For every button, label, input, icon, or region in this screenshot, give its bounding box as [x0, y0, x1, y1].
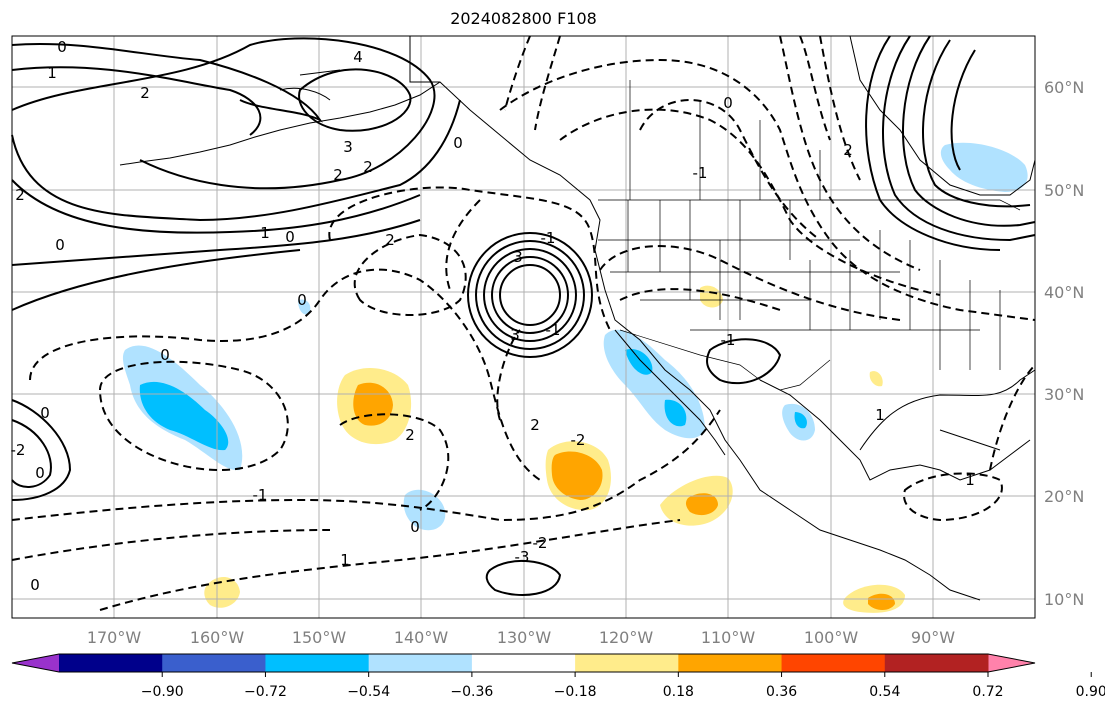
- colorbar-extend-high: [988, 654, 1035, 672]
- contour-label: -2: [533, 534, 548, 552]
- contour-label: -1: [541, 229, 556, 247]
- contour-label: -1: [546, 321, 561, 339]
- colorbar-tick-label: 0.72: [972, 684, 1003, 700]
- contour-label: 0: [453, 134, 463, 152]
- colorbar-segment: [575, 654, 679, 672]
- colorbar-tick-label: 0.90: [1076, 684, 1105, 700]
- lon-label: 110°W: [701, 628, 756, 647]
- negative-contours: [11, 35, 1036, 611]
- contour-label: 1: [875, 406, 885, 424]
- colorbar-segment: [368, 654, 473, 672]
- contour-label: 0: [55, 236, 65, 254]
- contour-label: -2: [11, 441, 26, 459]
- contour-label: 0: [285, 228, 295, 246]
- colorbar-tick-label: −0.90: [141, 684, 184, 700]
- colorbar-tick-label: −0.72: [244, 684, 287, 700]
- lat-label: 50°N: [1044, 181, 1084, 200]
- contour-label: 3: [513, 248, 523, 266]
- contour-label: 2: [843, 141, 853, 159]
- colorbar-segment: [884, 654, 989, 672]
- lon-label: 130°W: [497, 628, 552, 647]
- colorbar-segment: [265, 654, 370, 672]
- contour-label: 1: [965, 471, 975, 489]
- colorbar-segment: [162, 654, 266, 672]
- contour-label: 2: [385, 231, 395, 249]
- lon-label: 100°W: [804, 628, 859, 647]
- lat-label: 40°N: [1044, 283, 1084, 302]
- colorbar-segment: [781, 654, 886, 672]
- contour-label: 2: [140, 84, 150, 102]
- map-frame: [11, 35, 1036, 619]
- map-title: 2024082800 F108: [450, 9, 597, 28]
- contour-label: 2: [333, 166, 343, 184]
- lon-label: 160°W: [190, 628, 245, 647]
- contour-label: 0: [40, 404, 50, 422]
- contour-label: 3: [510, 326, 520, 344]
- lat-label: 10°N: [1044, 590, 1084, 609]
- lon-label: 120°W: [599, 628, 654, 647]
- contour-label: 1: [340, 551, 350, 569]
- colorbar-tick-label: 0.36: [766, 684, 797, 700]
- contour-label: 3: [343, 138, 353, 156]
- colorbar-segment: [59, 654, 163, 672]
- positive-contours: [11, 35, 1036, 596]
- contour-label: 0: [30, 576, 40, 594]
- colorbar-segment: [471, 654, 576, 672]
- lon-label: 90°W: [911, 628, 955, 647]
- contour-label: 2: [15, 186, 25, 204]
- contour-label: 2: [363, 158, 373, 176]
- colorbar-extend-low: [12, 654, 59, 672]
- colorbar: −0.90 −0.72 −0.54 −0.36 −0.18 0.18 0.36 0.54 0.7…: [11, 653, 1105, 700]
- contour-label: 0: [723, 94, 733, 112]
- colorbar-tick-label: −0.54: [347, 684, 390, 700]
- colorbar-tick-label: −0.36: [450, 684, 493, 700]
- contour-label: 2: [530, 416, 540, 434]
- colorbar-segment: [678, 654, 783, 672]
- contour-label: -1: [693, 164, 708, 182]
- contour-label: -1: [721, 331, 736, 349]
- lon-label: 140°W: [394, 628, 449, 647]
- map-panel: [11, 35, 1036, 618]
- contour-label: 0: [57, 38, 67, 56]
- contour-label: 0: [160, 346, 170, 364]
- contour-label: -2: [571, 431, 586, 449]
- lat-label: 30°N: [1044, 385, 1084, 404]
- lat-label: 20°N: [1044, 487, 1084, 506]
- shaded-anomalies: [122, 142, 1028, 613]
- lon-label: 170°W: [87, 628, 142, 647]
- contour-label: 1: [260, 224, 270, 242]
- contour-label: 1: [47, 64, 57, 82]
- latitude-labels: 10°N 20°N 30°N 40°N 50°N 60°N: [1044, 78, 1084, 609]
- contour-label: 4: [353, 48, 363, 66]
- contour-label: 0: [410, 518, 420, 536]
- contour-label: -3: [515, 548, 530, 566]
- contour-label: 2: [405, 426, 415, 444]
- lon-label: 150°W: [292, 628, 347, 647]
- colorbar-outline: [11, 653, 1036, 673]
- longitude-labels: 170°W 160°W 150°W 140°W 130°W 120°W 110°…: [87, 628, 955, 647]
- colorbar-tick-label: 0.18: [663, 684, 694, 700]
- colorbar-tick-label: 0.54: [869, 684, 900, 700]
- lat-label: 60°N: [1044, 78, 1084, 97]
- contour-label: 0: [35, 464, 45, 482]
- contour-label: -1: [253, 486, 268, 504]
- colorbar-tick-label: −0.18: [554, 684, 597, 700]
- contour-label: 0: [297, 291, 307, 309]
